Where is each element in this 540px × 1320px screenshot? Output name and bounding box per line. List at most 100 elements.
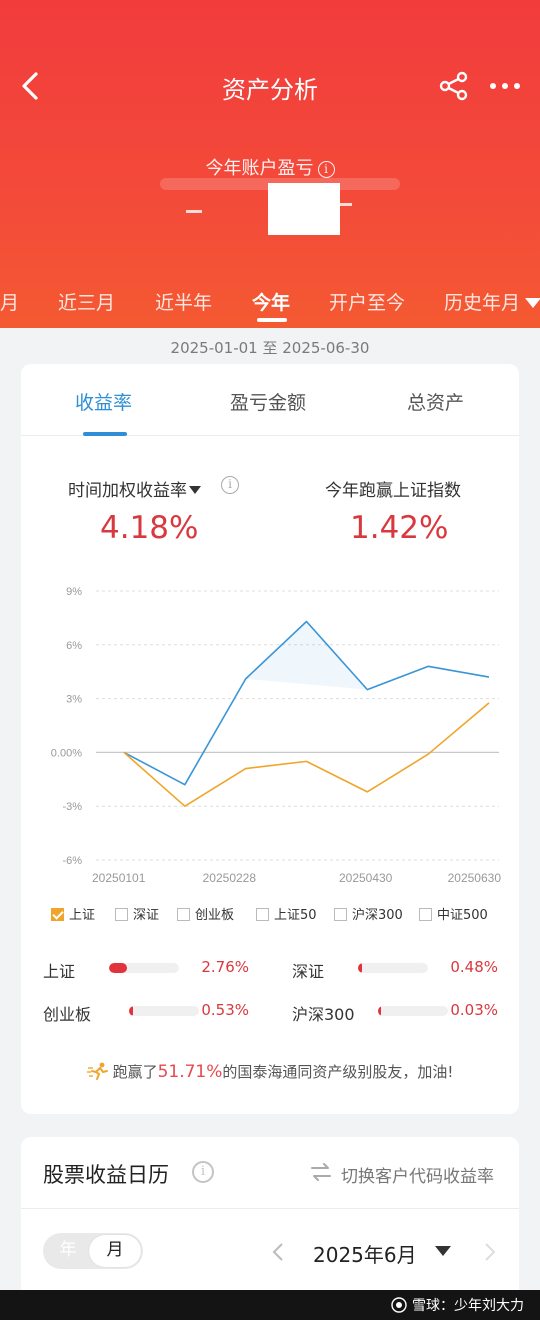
info-icon[interactable]: i <box>221 476 239 494</box>
index-bar-fill <box>129 1006 133 1016</box>
y-tick-label: 9% <box>66 586 82 598</box>
tab-month[interactable]: 月 <box>0 292 20 314</box>
redacted-mark <box>340 203 352 206</box>
caret-down-icon[interactable] <box>435 1246 451 1256</box>
checkbox-icon <box>51 908 64 921</box>
peer-rank-percent: 51.71% <box>157 1062 223 1082</box>
index-bar-track <box>129 1006 199 1016</box>
checkbox-icon <box>334 908 347 921</box>
index-value: 0.48% <box>450 958 498 976</box>
nav-bar: 资产分析 <box>0 60 540 110</box>
caret-down-icon <box>189 486 201 494</box>
chart-legend: 上证 深证 创业板 上证50 沪深300 中证500 <box>21 904 519 928</box>
chevron-right-icon[interactable] <box>483 1241 497 1263</box>
tab-return-rate[interactable]: 收益率 <box>75 392 133 414</box>
peer-rank-prefix: 跑赢了 <box>112 1063 158 1081</box>
tab-total-assets[interactable]: 总资产 <box>407 392 465 414</box>
y-tick-label: 3% <box>66 694 82 706</box>
index-bar-fill <box>378 1006 381 1016</box>
x-tick-label: 20250630 <box>448 871 502 885</box>
index-row-csi300: 沪深300 0.03% <box>292 1001 512 1024</box>
tab-pl-amount[interactable]: 盈亏金额 <box>230 392 307 414</box>
index-row-shenzhen: 深证 0.48% <box>292 958 512 981</box>
caret-down-icon[interactable] <box>525 298 540 308</box>
calendar-title: 股票收益日历 <box>43 1163 169 1187</box>
y-tick-label: -6% <box>62 855 82 867</box>
metric-tabs: 收益率 盈亏金额 总资产 <box>21 364 519 436</box>
twr-value: 4.18% <box>100 510 199 546</box>
toggle-month[interactable]: 月 <box>89 1235 141 1267</box>
date-range: 2025-01-01 至 2025-06-30 <box>170 339 370 357</box>
y-tick-label: 0.00% <box>51 747 82 759</box>
legend-item-shanghai[interactable]: 上证 <box>51 904 95 923</box>
tab-since-open[interactable]: 开户至今 <box>329 292 406 314</box>
twr-label[interactable]: 时间加权收益率 <box>68 476 201 501</box>
active-tab-indicator <box>257 318 287 322</box>
legend-label: 上证 <box>69 908 96 923</box>
peer-rank-message: 跑赢了51.71%的国泰海通同资产级别股友，加油! <box>21 1061 519 1082</box>
redacted-mark <box>186 210 202 213</box>
peer-rank-suffix: 的国泰海通同资产级别股友，加油! <box>222 1063 454 1081</box>
legend-item-sse50[interactable]: 上证50 <box>256 904 317 923</box>
index-value: 0.03% <box>450 1001 498 1019</box>
checkbox-icon <box>177 908 190 921</box>
index-name: 深证 <box>292 962 325 981</box>
checkbox-icon <box>256 908 269 921</box>
more-icon[interactable] <box>488 72 522 100</box>
watermark-label: 雪球：少年刘大力 <box>412 1298 524 1314</box>
index-name: 沪深300 <box>292 1005 355 1024</box>
index-bar-fill <box>109 963 127 973</box>
index-bar-track <box>378 1006 448 1016</box>
twr-label-text: 时间加权收益率 <box>68 481 187 501</box>
legend-item-csi500[interactable]: 中证500 <box>419 904 488 923</box>
watermark-bar: 雪球：少年刘大力 <box>0 1290 540 1320</box>
tab-this-year[interactable]: 今年 <box>252 292 291 314</box>
series-line-shanghai <box>123 702 490 807</box>
index-bar-track <box>109 963 179 973</box>
redacted-amount-block <box>268 183 340 235</box>
info-icon[interactable]: i <box>317 161 335 178</box>
period-tabs: 月 近三月 近半年 今年 开户至今 历史年月 <box>0 282 540 322</box>
return-line-chart: 9% 6% 3% 0.00% -3% -6% 20250101 20250228 2025043… <box>51 586 502 885</box>
checkbox-icon <box>419 908 432 921</box>
stock-return-calendar-card: 股票收益日历 i 切换客户代码收益率 年 月 2025年6月 <box>21 1137 519 1320</box>
index-value: 0.53% <box>201 1001 249 1019</box>
y-tick-label: 6% <box>66 640 82 652</box>
checkbox-icon <box>115 908 128 921</box>
month-selector[interactable]: 2025年6月 <box>313 1243 417 1267</box>
header-banner: 资产分析 今年账户盈亏 i 月 近三月 近半年 今年 开户至今 历史年月 <box>0 0 540 328</box>
legend-item-shenzhen[interactable]: 深证 <box>115 904 159 923</box>
legend-label: 上证50 <box>274 908 317 923</box>
legend-label: 中证500 <box>437 908 488 923</box>
page-title: 资产分析 <box>222 76 318 104</box>
legend-item-csi300[interactable]: 沪深300 <box>334 904 403 923</box>
switch-arrows-icon[interactable] <box>310 1162 332 1182</box>
divider <box>21 1208 519 1209</box>
runner-icon <box>86 1062 108 1080</box>
active-metric-indicator <box>83 432 127 436</box>
index-row-chinext: 创业板 0.53% <box>43 1001 263 1024</box>
x-tick-label: 20250228 <box>203 871 257 885</box>
chevron-left-icon[interactable] <box>271 1241 285 1263</box>
index-bar-fill <box>358 963 362 973</box>
watermark-text: 雪球：少年刘大力 <box>391 1295 524 1315</box>
x-tick-label: 20250430 <box>339 871 393 885</box>
info-icon[interactable]: i <box>192 1161 214 1183</box>
index-name: 创业板 <box>43 1005 92 1024</box>
switch-client-code-button[interactable]: 切换客户代码收益率 <box>341 1167 494 1187</box>
toggle-year[interactable]: 年 <box>59 1240 77 1260</box>
snowball-logo-icon <box>391 1297 407 1313</box>
y-tick-label: -3% <box>62 801 82 813</box>
legend-item-chinext[interactable]: 创业板 <box>177 904 234 923</box>
tab-last-3-months[interactable]: 近三月 <box>58 292 116 314</box>
beat-index-value: 1.42% <box>350 510 449 546</box>
back-arrow-icon[interactable] <box>16 68 48 104</box>
index-name: 上证 <box>43 962 76 981</box>
index-value: 2.76% <box>201 958 249 976</box>
tab-history-year-month[interactable]: 历史年月 <box>444 292 521 314</box>
legend-label: 创业板 <box>195 908 235 923</box>
account-pl-label: 今年账户盈亏 i <box>0 154 540 180</box>
beat-index-label: 今年跑赢上证指数 <box>325 481 461 501</box>
share-icon[interactable] <box>438 70 470 102</box>
tab-last-6-months[interactable]: 近半年 <box>155 292 213 314</box>
